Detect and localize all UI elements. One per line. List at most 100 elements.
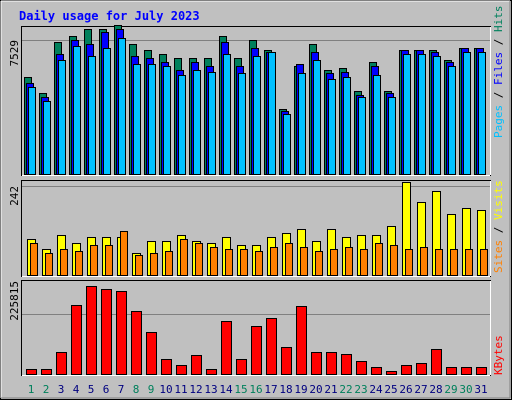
x-label-day-25: 25 xyxy=(384,383,397,396)
x-label-day-9: 9 xyxy=(148,383,155,396)
bar-sites-day-18 xyxy=(285,243,293,276)
bar-kbytes-day-30 xyxy=(461,367,472,375)
x-label-day-14: 14 xyxy=(219,383,233,396)
bar-kbytes-day-7 xyxy=(116,291,127,375)
x-label-day-2: 2 xyxy=(43,383,50,396)
x-label-day-15: 15 xyxy=(234,383,247,396)
bar-pages-day-28 xyxy=(433,56,441,175)
x-label-day-24: 24 xyxy=(369,383,383,396)
bar-pages-day-27 xyxy=(418,54,426,175)
x-label-day-10: 10 xyxy=(159,383,172,396)
bar-kbytes-day-16 xyxy=(251,326,262,375)
bar-kbytes-day-23 xyxy=(356,361,367,375)
bar-sites-day-31 xyxy=(480,249,488,276)
bar-pages-day-30 xyxy=(463,52,471,175)
x-label-day-22: 22 xyxy=(339,383,352,396)
bar-sites-day-16 xyxy=(255,251,263,276)
bar-pages-day-7 xyxy=(118,38,126,175)
bar-pages-day-21 xyxy=(328,79,336,175)
x-label-day-17: 17 xyxy=(264,383,277,396)
bar-sites-day-19 xyxy=(300,247,308,276)
bar-kbytes-day-26 xyxy=(401,365,412,375)
legend-kbytes-label: KBytes xyxy=(492,335,505,375)
bar-sites-day-9 xyxy=(150,253,158,276)
bar-kbytes-day-13 xyxy=(206,369,217,375)
bar-pages-day-26 xyxy=(403,54,411,175)
bar-sites-day-29 xyxy=(450,249,458,276)
bar-kbytes-day-11 xyxy=(176,365,187,375)
bar-sites-day-4 xyxy=(75,251,83,276)
bar-pages-day-4 xyxy=(73,46,81,175)
bar-sites-day-8 xyxy=(135,255,143,276)
bar-pages-day-6 xyxy=(103,48,111,175)
legend-hits-files-pages: Pages / Files / Hits xyxy=(492,6,505,139)
bar-kbytes-day-6 xyxy=(101,289,112,375)
bar-sites-day-12 xyxy=(195,243,203,276)
bar-sites-day-25 xyxy=(390,245,398,276)
x-label-day-5: 5 xyxy=(88,383,95,396)
bar-kbytes-day-24 xyxy=(371,367,382,375)
bar-pages-day-22 xyxy=(343,77,351,175)
bars-layer xyxy=(24,25,488,375)
bar-pages-day-2 xyxy=(43,101,51,175)
bar-pages-day-12 xyxy=(193,70,201,175)
bar-kbytes-day-3 xyxy=(56,352,67,375)
bar-kbytes-day-18 xyxy=(281,347,292,375)
bar-pages-day-9 xyxy=(148,64,156,175)
bar-pages-day-1 xyxy=(28,87,36,175)
bar-kbytes-day-10 xyxy=(161,359,172,375)
x-label-day-6: 6 xyxy=(103,383,110,396)
x-label-day-31: 31 xyxy=(474,383,487,396)
x-label-day-19: 19 xyxy=(294,383,307,396)
x-label-day-1: 1 xyxy=(28,383,35,396)
max-label-hits: 7529 xyxy=(8,40,21,67)
bar-pages-day-16 xyxy=(253,56,261,175)
max-label-visits: 242 xyxy=(8,186,21,206)
bar-kbytes-day-27 xyxy=(416,363,427,375)
bar-pages-day-31 xyxy=(478,52,486,175)
bar-kbytes-day-25 xyxy=(386,371,397,375)
bar-sites-day-23 xyxy=(360,249,368,276)
bar-kbytes-day-1 xyxy=(26,369,37,375)
bar-sites-day-28 xyxy=(435,249,443,276)
x-label-day-26: 26 xyxy=(399,383,412,396)
bar-kbytes-day-9 xyxy=(146,332,157,375)
bar-sites-day-10 xyxy=(165,251,173,276)
x-label-day-27: 27 xyxy=(414,383,427,396)
legend-pages: Pages xyxy=(492,105,505,138)
legend-files: Files xyxy=(492,52,505,85)
legend-hits: Hits xyxy=(492,6,505,33)
legend-sep-2: / xyxy=(492,32,505,52)
x-label-day-7: 7 xyxy=(118,383,125,396)
bar-sites-day-20 xyxy=(315,251,323,276)
x-label-day-3: 3 xyxy=(58,383,65,396)
bar-pages-day-8 xyxy=(133,64,141,175)
legend-sep-3: / xyxy=(492,220,505,240)
bar-sites-day-30 xyxy=(465,249,473,276)
bar-sites-day-7 xyxy=(120,231,128,276)
bar-pages-day-29 xyxy=(448,66,456,175)
bar-pages-day-11 xyxy=(178,75,186,175)
bar-sites-day-13 xyxy=(210,247,218,276)
bar-pages-day-24 xyxy=(373,75,381,175)
bar-pages-day-13 xyxy=(208,72,216,175)
legend-sites: Sites xyxy=(492,240,505,273)
bar-kbytes-day-14 xyxy=(221,321,232,375)
bar-pages-day-20 xyxy=(313,60,321,175)
bar-pages-day-17 xyxy=(268,52,276,175)
x-label-day-18: 18 xyxy=(279,383,292,396)
bar-pages-day-3 xyxy=(58,60,66,175)
x-label-day-29: 29 xyxy=(444,383,457,396)
bar-sites-day-22 xyxy=(345,247,353,276)
bar-pages-day-18 xyxy=(283,114,291,175)
x-axis-day-labels: 1 2 3 4 5 6 7 8 9 10 11 12 13 14 15 16 17 18 19 20 21 22 23 24 2… xyxy=(28,383,488,396)
legend-sep-1: / xyxy=(492,85,505,105)
bar-kbytes-day-8 xyxy=(131,311,142,375)
x-label-day-20: 20 xyxy=(309,383,322,396)
x-label-day-16: 16 xyxy=(249,383,262,396)
bar-pages-day-23 xyxy=(358,97,366,175)
bar-sites-day-15 xyxy=(240,249,248,276)
x-label-day-30: 30 xyxy=(459,383,472,396)
bar-sites-day-3 xyxy=(60,249,68,276)
